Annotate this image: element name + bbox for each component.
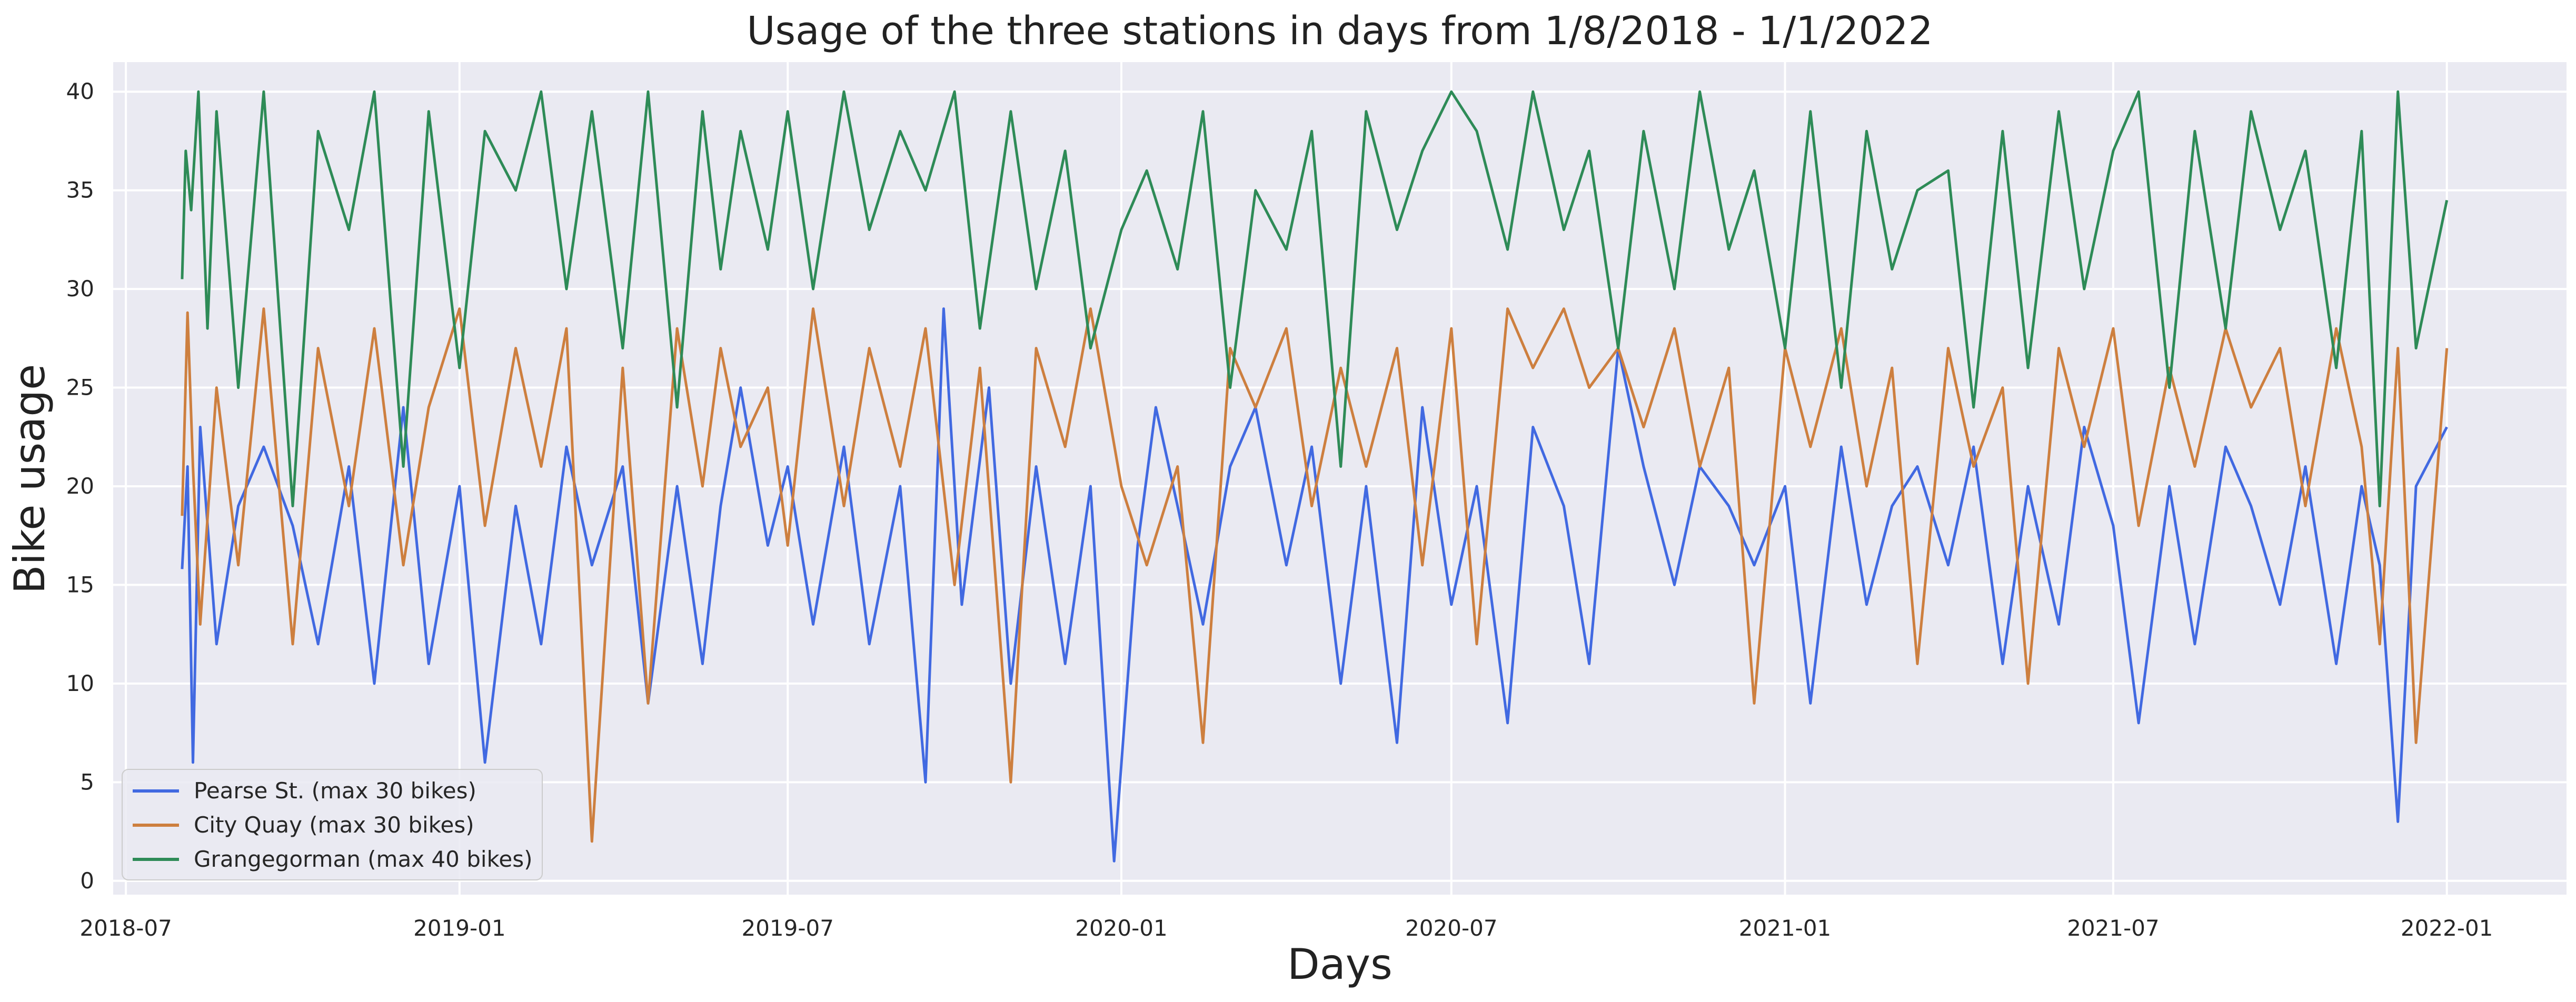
x-tick-label: 2021-01 [1739, 915, 1832, 941]
y-tick-label: 20 [66, 473, 94, 499]
legend-box [122, 769, 543, 880]
x-tick-label: 2020-01 [1075, 915, 1168, 941]
y-tick-label: 40 [66, 78, 94, 104]
x-axis-label: Days [1287, 940, 1393, 989]
grid [113, 62, 2567, 895]
x-tick-label: 2019-01 [413, 915, 506, 941]
chart-title: Usage of the three stations in days from… [747, 8, 1933, 54]
series-line-city-quay [181, 307, 2449, 843]
y-tick-label: 10 [66, 670, 94, 696]
y-axis-label: Bike usage [5, 364, 54, 594]
series-lines [181, 90, 2449, 863]
legend-label-grangegorman: Grangegorman (max 40 bikes) [194, 846, 532, 872]
x-tick-label: 2019-07 [741, 915, 834, 941]
x-tick-label: 2020-07 [1405, 915, 1498, 941]
plot-area [113, 62, 2567, 895]
x-tick-label: 2018-07 [79, 915, 172, 941]
tick-labels: 0 5 10 15 20 25 30 35 40 2018-07 2019-01 2019-07 202… [66, 78, 2493, 941]
y-tick-label: 35 [66, 177, 94, 203]
y-tick-label: 0 [80, 868, 94, 894]
y-tick-label: 30 [66, 276, 94, 302]
y-tick-label: 5 [80, 769, 94, 795]
series-line-pearse [181, 307, 2448, 863]
x-tick-label: 2022-01 [2401, 915, 2493, 941]
legend-label-city-quay: City Quay (max 30 bikes) [194, 812, 474, 838]
legend-label-pearse: Pearse St. (max 30 bikes) [194, 778, 476, 804]
legend: Pearse St. (max 30 bikes) City Quay (max… [122, 769, 543, 880]
y-tick-label: 15 [66, 572, 94, 597]
y-tick-label: 25 [66, 375, 94, 400]
x-tick-label: 2021-07 [2067, 915, 2160, 941]
series-line-grangegorman [181, 90, 2449, 507]
